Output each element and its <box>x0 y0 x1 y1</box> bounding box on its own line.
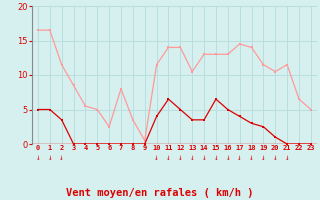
Text: ↓: ↓ <box>285 153 290 162</box>
Text: ↓: ↓ <box>166 153 171 162</box>
Text: ↓: ↓ <box>154 153 159 162</box>
Text: ↓: ↓ <box>202 153 206 162</box>
Text: ↓: ↓ <box>273 153 277 162</box>
Text: ↓: ↓ <box>36 153 40 162</box>
Text: ↓: ↓ <box>178 153 183 162</box>
Text: ↓: ↓ <box>237 153 242 162</box>
Text: Vent moyen/en rafales ( km/h ): Vent moyen/en rafales ( km/h ) <box>66 188 254 198</box>
Text: ↓: ↓ <box>59 153 64 162</box>
Text: ↓: ↓ <box>47 153 52 162</box>
Text: ↓: ↓ <box>249 153 254 162</box>
Text: ↓: ↓ <box>214 153 218 162</box>
Text: ↓: ↓ <box>190 153 195 162</box>
Text: ↓: ↓ <box>226 153 230 162</box>
Text: ↓: ↓ <box>261 153 266 162</box>
